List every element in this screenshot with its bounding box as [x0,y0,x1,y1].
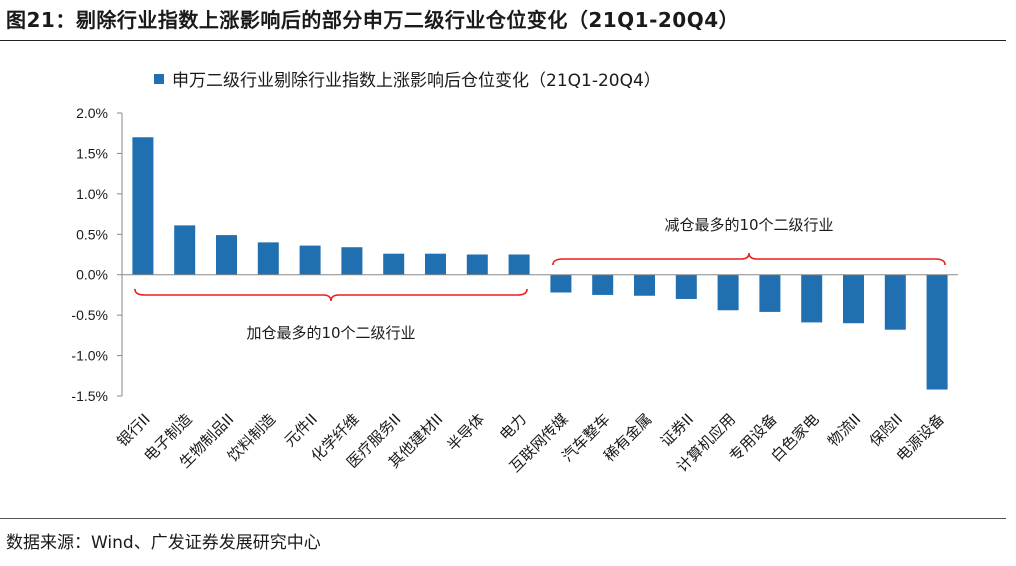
bar [466,254,488,275]
bar [425,253,446,275]
figure-title: 图21：剔除行业指数上涨影响后的部分申万二级行业仓位变化（21Q1-20Q4） [6,8,740,32]
bar [550,274,572,293]
bar [341,247,363,275]
annotations: 加仓最多的10个二级行业 减仓最多的10个二级行业 [134,216,946,342]
x-tick-label: 半导体 [444,410,489,455]
y-tick-label: -0.5% [71,307,108,323]
y-axis: -1.5% -1.0% -0.5% 0.0% 0.5% 1.0% 1.5% 2.0% [71,105,123,404]
bar [257,242,279,275]
bar [759,274,781,312]
y-tick-label: -1.5% [71,388,108,404]
bottom-divider [0,518,1006,519]
y-tick-label: 0.5% [76,226,108,242]
annotation-label: 加仓最多的10个二级行业 [246,324,415,342]
chart-legend: 申万二级行业剔除行业指数上涨影响后仓位变化（21Q1-20Q4） [154,71,661,91]
bar [717,274,739,311]
bar [634,274,655,296]
bar [383,253,405,275]
bar [592,274,614,295]
y-tick-label: -1.0% [71,348,108,364]
top-divider [0,40,1006,41]
legend-label: 申万二级行业剔除行业指数上涨影响后仓位变化（21Q1-20Q4） [172,71,661,91]
annotation-brace [134,288,528,302]
y-tick-label: 2.0% [76,105,108,121]
y-tick-label: 1.5% [76,145,108,161]
x-tick-label: 电力 [496,410,530,444]
legend-swatch [154,74,164,84]
annotation-brace [552,252,946,266]
bar [926,274,948,390]
bar [884,274,906,330]
annotation-label: 减仓最多的10个二级行业 [664,216,833,234]
y-tick-label: 0.0% [76,267,108,283]
source-note: 数据来源：Wind、广发证券发展研究中心 [6,533,321,553]
bar [299,245,321,275]
bar [843,274,864,324]
bar-chart: 申万二级行业剔除行业指数上涨影响后仓位变化（21Q1-20Q4） -1.5%-1… [71,71,958,476]
bar [508,254,530,275]
x-tick-label: 物流II [824,410,864,450]
bar [132,137,154,275]
bar [174,225,196,275]
bar [675,274,697,299]
y-tick-label: 1.0% [76,186,108,202]
bars-group [132,137,948,390]
bar [216,235,237,275]
bar [801,274,823,323]
